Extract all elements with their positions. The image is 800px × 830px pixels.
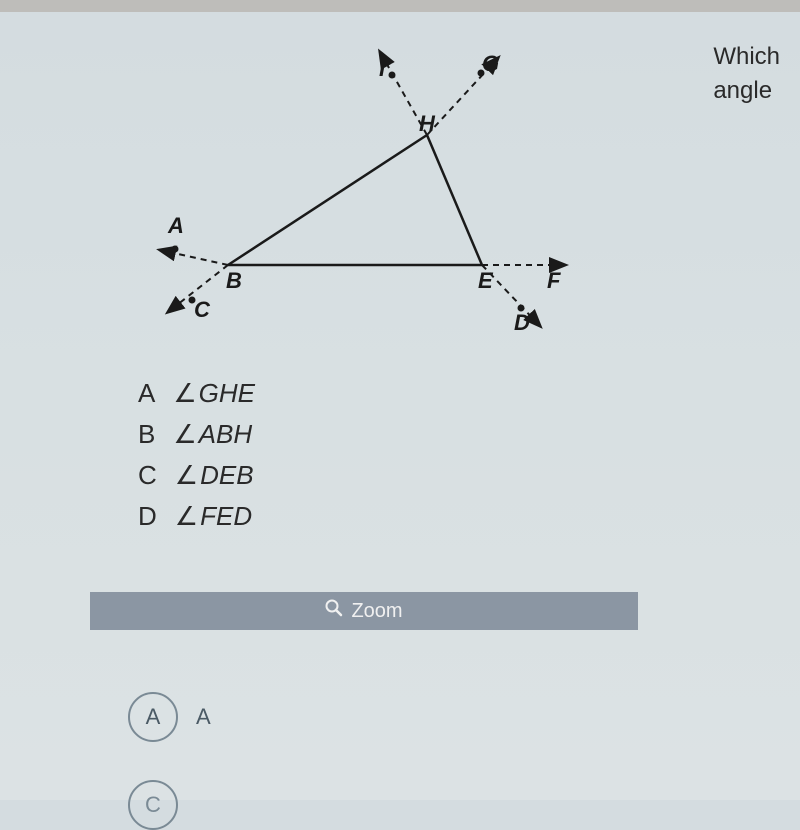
option-A[interactable]: A ∠GHE [138, 378, 255, 409]
header-bar [0, 0, 800, 12]
option-angle: FED [200, 501, 252, 532]
option-angle: DEB [200, 460, 253, 491]
edge-BH [228, 135, 427, 265]
dot-I [389, 72, 396, 79]
edge-EH [427, 135, 482, 265]
label-F: F [547, 268, 561, 293]
option-D[interactable]: D ∠FED [138, 501, 255, 532]
question-line-1: Which [713, 40, 780, 74]
label-C: C [194, 297, 211, 322]
question-line-2: angle [713, 74, 780, 108]
angle-icon: ∠ [175, 460, 198, 491]
search-icon [325, 599, 343, 623]
zoom-label: Zoom [351, 600, 402, 623]
angle-icon: ∠ [175, 501, 198, 532]
angle-icon: ∠ [173, 378, 196, 409]
label-G: G [482, 51, 499, 76]
option-letter: C [138, 460, 157, 491]
answer-label: A [196, 704, 211, 730]
zoom-button[interactable]: Zoom [90, 592, 638, 630]
answer-circle-letter: C [145, 792, 161, 818]
label-D: D [514, 310, 530, 335]
answer-circle: A [128, 692, 178, 742]
option-letter: A [138, 378, 155, 409]
ray-BA [160, 250, 228, 265]
geometry-diagram: A B C E F D H I G [120, 30, 590, 350]
answer-options: A ∠GHE B ∠ABH C ∠DEB D ∠FED [138, 378, 255, 542]
answer-choice-A[interactable]: A A [128, 692, 211, 742]
label-I: I [379, 56, 386, 81]
option-angle: ABH [199, 419, 252, 450]
dot-A [172, 246, 179, 253]
option-C[interactable]: C ∠DEB [138, 460, 255, 491]
option-B[interactable]: B ∠ABH [138, 419, 255, 450]
diagram-svg: A B C E F D H I G [120, 30, 590, 350]
option-letter: B [138, 419, 155, 450]
answer-circle-letter: A [146, 704, 161, 730]
label-H: H [419, 111, 436, 136]
question-text: Which angle [713, 40, 780, 107]
answer-choice-C[interactable]: C [128, 780, 178, 830]
label-A: A [167, 213, 184, 238]
option-angle: GHE [199, 378, 255, 409]
label-B: B [226, 268, 242, 293]
label-E: E [478, 268, 494, 293]
angle-icon: ∠ [173, 419, 196, 450]
option-letter: D [138, 501, 157, 532]
